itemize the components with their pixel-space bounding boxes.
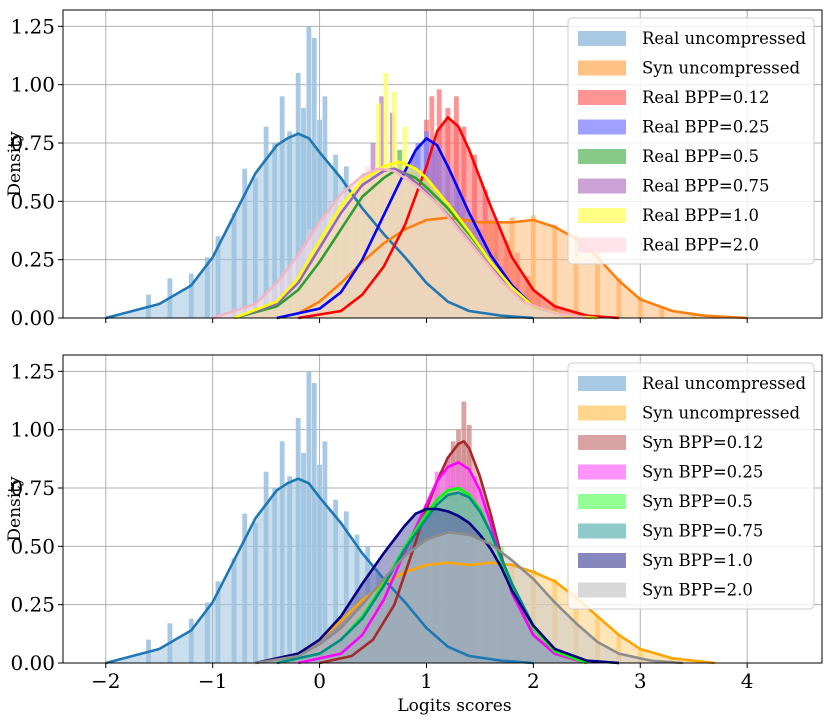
- kde-line: [297, 461, 588, 665]
- y-tick-label: 0.75: [10, 476, 55, 500]
- y-tick-label: 0.25: [10, 248, 55, 272]
- legend-label: Real BPP=0.25: [642, 118, 769, 137]
- legend-swatch: [578, 119, 626, 135]
- legend-box: [567, 17, 815, 265]
- legend-swatch: [578, 237, 626, 253]
- legend-swatch: [578, 60, 626, 76]
- x-tick-label: 3: [634, 669, 647, 693]
- kde-line: [105, 477, 534, 665]
- legend-label: Syn BPP=2.0: [642, 581, 753, 600]
- histogram-area: [105, 478, 534, 663]
- y-tick-label: 1.00: [10, 73, 55, 97]
- kde-line: [255, 507, 619, 665]
- x-axis-label: Logits scores: [397, 696, 511, 716]
- legend-label: Syn BPP=0.5: [642, 492, 753, 511]
- x-tick-label: 1: [420, 669, 433, 693]
- legend-label: Real BPP=0.75: [642, 177, 769, 196]
- kde-line: [105, 132, 534, 320]
- axes-frame: [62, 354, 823, 664]
- bottom-panel: −2 −1 0 1 2 3 4 0.00 0.25 0.50 0.75 1.00 1.25 Density…: [5, 354, 823, 716]
- legend-label: Syn BPP=0.25: [642, 463, 763, 482]
- y-tick-label: 0.50: [10, 189, 55, 213]
- kde-line: [255, 561, 716, 665]
- legend-swatch: [578, 582, 626, 598]
- legend-swatch: [578, 464, 626, 480]
- legend-label: Real uncompressed: [642, 29, 807, 48]
- x-tick-label: −1: [198, 669, 227, 693]
- legend-swatch: [578, 208, 626, 223]
- legend-label: Real BPP=0.5: [642, 147, 759, 166]
- legend-swatch: [578, 405, 626, 421]
- legend-label: Syn uncompressed: [642, 59, 800, 78]
- axes-frame: [62, 9, 823, 319]
- legend-swatch: [578, 149, 626, 164]
- legend-label: Real BPP=0.12: [642, 88, 769, 107]
- y-axis-label: Density: [5, 476, 25, 542]
- y-tick-label: 0.00: [10, 306, 55, 330]
- legend-swatch: [578, 553, 626, 568]
- legend-label: Syn BPP=1.0: [642, 551, 753, 570]
- legend-label: Real BPP=1.0: [642, 206, 759, 225]
- x-tick-label: 4: [741, 669, 754, 693]
- top-panel: 0.00 0.25 0.50 0.75 1.00 1.25 Density Real unco…: [5, 9, 823, 330]
- legend-swatch: [578, 435, 626, 450]
- legend-swatch: [578, 31, 626, 46]
- x-tick-label: 0: [313, 669, 326, 693]
- y-tick-label: 1.00: [10, 418, 55, 442]
- histogram-area: [255, 532, 684, 663]
- legend-label: Syn uncompressed: [642, 404, 800, 423]
- legend: Real uncompressed Syn uncompressed Real BP…: [567, 17, 815, 265]
- legend-label: Real uncompressed: [642, 374, 807, 393]
- legend-label: Syn BPP=0.75: [642, 522, 763, 541]
- kde-line: [212, 167, 588, 320]
- kde-line: [297, 116, 619, 320]
- kde-line: [276, 216, 748, 320]
- x-tick-label: 2: [527, 669, 540, 693]
- legend-box: [567, 362, 815, 610]
- y-tick-label: 0.50: [10, 534, 55, 558]
- legend-swatch: [578, 90, 626, 105]
- y-tick-label: 0.75: [10, 131, 55, 155]
- legend: Real uncompressed Syn uncompressed Syn BPP…: [567, 362, 815, 610]
- legend-swatch: [578, 523, 626, 539]
- legend-label: Real BPP=2.0: [642, 236, 759, 255]
- kde-line: [233, 160, 598, 320]
- y-tick-label: 1.25: [10, 14, 55, 38]
- legend-swatch: [578, 376, 626, 391]
- legend-swatch: [578, 494, 626, 509]
- y-tick-label: 0.00: [10, 651, 55, 675]
- legend-label: Syn BPP=0.12: [642, 433, 763, 452]
- y-tick-label: 0.25: [10, 593, 55, 617]
- y-axis-label: Density: [5, 131, 25, 197]
- x-tick-label: −2: [91, 669, 120, 693]
- legend-swatch: [578, 178, 626, 194]
- y-tick-label: 1.25: [10, 359, 55, 383]
- kde-line: [255, 531, 684, 665]
